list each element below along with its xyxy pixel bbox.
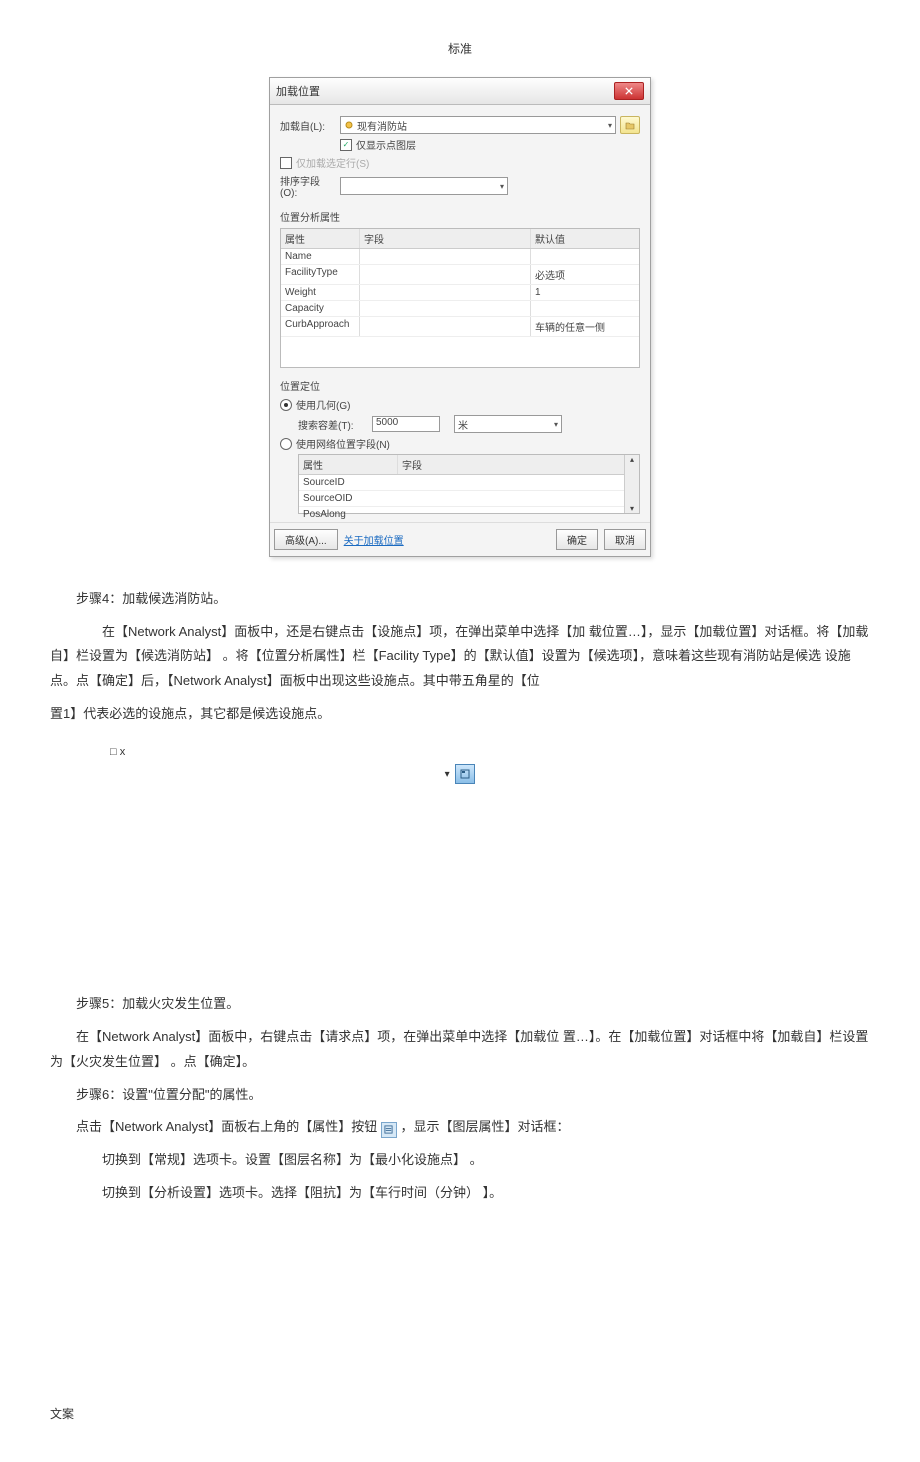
text: ，显示【图层属性】对话框： xyxy=(400,1119,569,1134)
col-field: 字段 xyxy=(360,229,531,248)
search-tol-label: 搜索容差(T): xyxy=(298,417,368,432)
cell xyxy=(531,301,639,316)
scrollbar[interactable] xyxy=(624,455,639,513)
only-selected-label: 仅加载选定行(S) xyxy=(296,155,369,170)
text: 点击【Network Analyst】面板右上角的【属性】按钮 xyxy=(76,1119,381,1134)
cancel-button[interactable]: 取消 xyxy=(604,529,646,550)
table-row[interactable]: Weight 1 xyxy=(281,285,639,301)
show-point-checkbox[interactable]: ✓ xyxy=(340,139,352,151)
step6-bullet1: 切换到【常规】选项卡。设置【图层名称】为【最小化设施点】 。 xyxy=(50,1148,870,1173)
step4-body2: 置1】代表必选的设施点，其它都是候选设施点。 xyxy=(50,702,870,727)
col-default: 默认值 xyxy=(531,229,639,248)
step5-body: 在【Network Analyst】面板中，右键点击【请求点】项，在弹出菜单中选… xyxy=(50,1025,870,1074)
step6-bullet2: 切换到【分析设置】选项卡。选择【阻抗】为【车行时间（分钟） 】。 xyxy=(50,1181,870,1206)
panel-icon[interactable] xyxy=(455,764,475,784)
document-content: 步骤4：加载候选消防站。 在【Network Analyst】面板中，还是右键点… xyxy=(50,587,870,1205)
step4-body: 在【Network Analyst】面板中，还是右键点击【设施点】项，在弹出菜单… xyxy=(50,620,870,694)
close-icon[interactable] xyxy=(614,82,644,100)
list-item[interactable]: SourceOID xyxy=(299,491,639,507)
col-attr: 属性 xyxy=(281,229,360,248)
advanced-button[interactable]: 高级(A)... xyxy=(274,529,338,550)
netcol-field: 字段 xyxy=(398,455,639,474)
load-from-dropdown[interactable]: 现有消防站 xyxy=(340,116,616,134)
cell xyxy=(531,249,639,264)
page-footer: 文案 xyxy=(50,1405,870,1422)
use-geometry-radio[interactable] xyxy=(280,399,292,411)
load-from-value: 现有消防站 xyxy=(357,118,407,133)
only-selected-checkbox[interactable] xyxy=(280,157,292,169)
cell: Capacity xyxy=(281,301,360,316)
table-row[interactable]: FacilityType 必选项 xyxy=(281,265,639,285)
attr-grid: 属性 字段 默认值 Name FacilityType 必选项 Weight 1 C… xyxy=(280,228,640,368)
about-link[interactable]: 关于加载位置 xyxy=(344,532,404,547)
cell: FacilityType xyxy=(281,265,360,284)
use-netfield-label: 使用网络位置字段(N) xyxy=(296,436,390,451)
sort-field-label: 排序字段(O): xyxy=(280,173,336,199)
small-x-marker: □ x xyxy=(110,746,870,758)
page-header: 标准 xyxy=(50,40,870,57)
step5-title: 步骤5：加载火灾发生位置。 xyxy=(50,992,870,1017)
section-locate: 位置定位 xyxy=(280,378,640,393)
list-item[interactable]: SourceID xyxy=(299,475,639,491)
use-geometry-label: 使用几何(G) xyxy=(296,397,350,412)
cell: 必选项 xyxy=(531,265,639,284)
cell: Weight xyxy=(281,285,360,300)
unit-value: 米 xyxy=(458,417,468,432)
search-tol-unit-dropdown[interactable]: 米 xyxy=(454,415,562,433)
table-row[interactable]: Name xyxy=(281,249,639,265)
netcol-attr: 属性 xyxy=(299,455,398,474)
cell: 车辆的任意一侧 xyxy=(531,317,639,336)
cell: CurbApproach xyxy=(281,317,360,336)
list-item[interactable]: PosAlong xyxy=(299,507,639,522)
table-row[interactable]: CurbApproach 车辆的任意一侧 xyxy=(281,317,639,337)
ok-button[interactable]: 确定 xyxy=(556,529,598,550)
load-from-label: 加载自(L): xyxy=(280,118,336,133)
sort-field-dropdown[interactable] xyxy=(340,177,508,195)
show-point-label: 仅显示点图层 xyxy=(356,137,416,152)
step4-title: 步骤4：加载候选消防站。 xyxy=(50,587,870,612)
dialog-titlebar: 加载位置 xyxy=(270,78,650,105)
browse-icon[interactable] xyxy=(620,116,640,134)
step6-title: 步骤6：设置"位置分配"的属性。 xyxy=(50,1083,870,1108)
section-analysis-attr: 位置分析属性 xyxy=(280,209,640,224)
step6-body1: 点击【Network Analyst】面板右上角的【属性】按钮 ，显示【图层属性… xyxy=(50,1115,870,1140)
load-location-dialog: 加载位置 加载自(L): 现有消防站 ✓ 仅显示点图层 仅加载选定行(S) 排序… xyxy=(269,77,651,557)
search-tol-input[interactable]: 5000 xyxy=(372,416,440,432)
cell: 1 xyxy=(531,285,639,300)
table-row[interactable]: Capacity xyxy=(281,301,639,317)
chevron-down-icon: ▾ xyxy=(445,769,450,780)
netfield-grid: 属性字段 SourceID SourceOID PosAlong xyxy=(298,454,640,514)
use-netfield-radio[interactable] xyxy=(280,438,292,450)
properties-icon[interactable] xyxy=(381,1122,397,1138)
dialog-title: 加载位置 xyxy=(276,83,614,99)
cell: Name xyxy=(281,249,360,264)
